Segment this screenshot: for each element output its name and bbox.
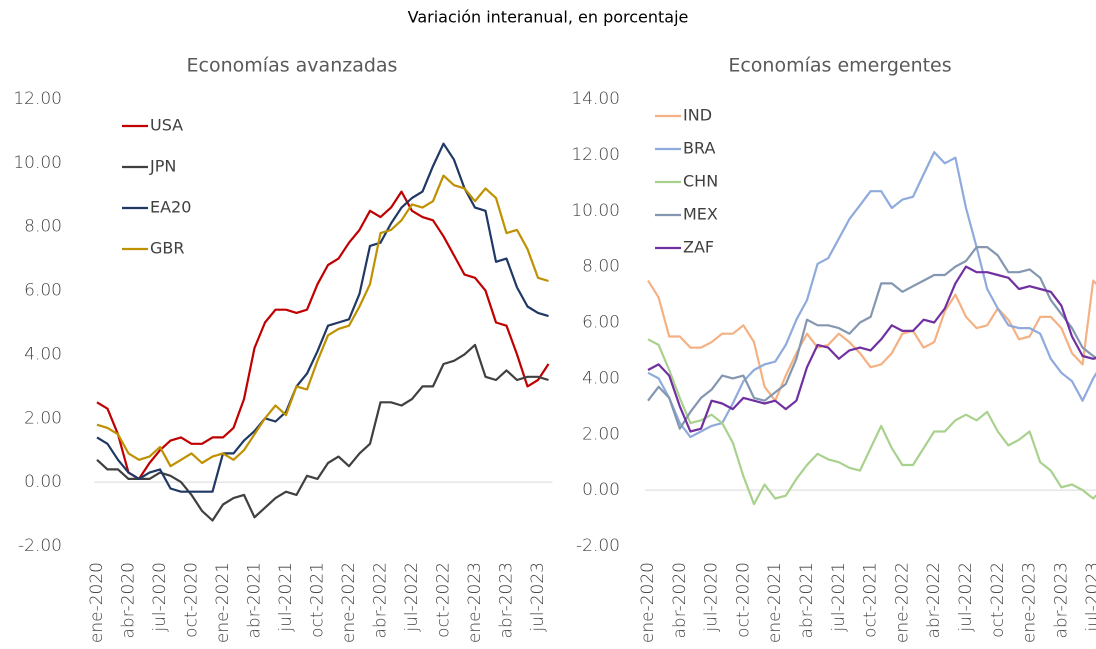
x-tick-label: ene-2022 bbox=[339, 562, 359, 643]
x-tick-label: jul-2023 bbox=[1083, 562, 1096, 633]
x-tick-label: abr-2022 bbox=[924, 562, 944, 639]
y-tick-label: 2.00 bbox=[24, 408, 62, 428]
y-tick-label: 2.00 bbox=[582, 424, 620, 444]
series-line bbox=[647, 151, 1096, 439]
x-tick-label: abr-2023 bbox=[497, 562, 517, 639]
x-tick-label: jul-2023 bbox=[528, 562, 548, 633]
x-tick-label: abr-2023 bbox=[1051, 562, 1071, 639]
y-tick-label: 4.00 bbox=[582, 368, 620, 388]
y-tick-label: 0.00 bbox=[24, 472, 62, 492]
y-tick-label: -2.00 bbox=[18, 536, 62, 556]
x-tick-label: ene-2020 bbox=[638, 562, 658, 643]
legend-label: IND bbox=[683, 106, 712, 125]
x-tick-label: jul-2022 bbox=[402, 562, 422, 633]
x-tick-label: abr-2021 bbox=[245, 562, 265, 639]
legend-label: ZAF bbox=[683, 238, 714, 257]
x-tick-label: oct-2021 bbox=[308, 562, 328, 638]
x-tick-label: ene-2020 bbox=[87, 562, 107, 643]
x-tick-label: oct-2021 bbox=[861, 562, 881, 638]
series-line bbox=[647, 246, 1096, 430]
page-title: Variación interanual, en porcentaje bbox=[408, 8, 689, 27]
chart-title: Economías avanzadas bbox=[187, 55, 398, 77]
x-tick-label: jul-2021 bbox=[829, 562, 849, 633]
y-tick-label: 8.00 bbox=[582, 257, 620, 277]
y-tick-label: -2.00 bbox=[576, 536, 620, 556]
x-tick-label: abr-2020 bbox=[119, 562, 139, 639]
x-tick-label: oct-2022 bbox=[988, 562, 1008, 638]
series-line bbox=[96, 190, 550, 480]
y-tick-label: 8.00 bbox=[24, 217, 62, 237]
legend-label: CHN bbox=[683, 172, 718, 191]
y-tick-label: 12.00 bbox=[13, 89, 62, 109]
y-tick-label: 6.00 bbox=[582, 313, 620, 333]
chart-title: Economías emergentes bbox=[728, 55, 951, 77]
x-tick-label: jul-2020 bbox=[150, 562, 170, 633]
x-tick-label: ene-2023 bbox=[1020, 562, 1040, 643]
legend-label: EA20 bbox=[150, 198, 191, 217]
x-tick-label: ene-2021 bbox=[213, 562, 233, 643]
x-tick-label: jul-2021 bbox=[276, 562, 296, 633]
x-tick-label: abr-2020 bbox=[670, 562, 690, 639]
y-tick-label: 10.00 bbox=[13, 153, 62, 173]
x-tick-label: oct-2022 bbox=[434, 562, 454, 638]
y-tick-label: 4.00 bbox=[24, 344, 62, 364]
series-line bbox=[647, 265, 1096, 433]
x-tick-label: abr-2021 bbox=[797, 562, 817, 639]
series-line bbox=[96, 343, 549, 522]
y-tick-label: 0.00 bbox=[582, 480, 620, 500]
x-tick-label: ene-2023 bbox=[465, 562, 485, 643]
x-tick-label: jul-2020 bbox=[702, 562, 722, 633]
y-tick-label: 12.00 bbox=[571, 145, 620, 165]
y-tick-label: 14.00 bbox=[571, 89, 620, 109]
x-tick-label: oct-2020 bbox=[733, 562, 753, 638]
y-tick-label: 6.00 bbox=[24, 281, 62, 301]
legend-label: USA bbox=[150, 116, 183, 135]
x-tick-label: ene-2021 bbox=[765, 562, 785, 643]
series-line bbox=[96, 174, 549, 468]
series-line bbox=[647, 338, 1096, 506]
legend-label: MEX bbox=[683, 205, 718, 224]
x-tick-label: oct-2020 bbox=[182, 562, 202, 638]
x-tick-label: abr-2022 bbox=[371, 562, 391, 639]
legend-label: BRA bbox=[683, 139, 715, 158]
y-tick-label: 10.00 bbox=[571, 201, 620, 221]
legend-label: JPN bbox=[149, 157, 176, 176]
series-line bbox=[647, 279, 1096, 402]
x-tick-label: jul-2022 bbox=[956, 562, 976, 633]
series-line bbox=[96, 142, 549, 493]
x-tick-label: ene-2022 bbox=[892, 562, 912, 643]
legend-label: GBR bbox=[150, 239, 185, 258]
